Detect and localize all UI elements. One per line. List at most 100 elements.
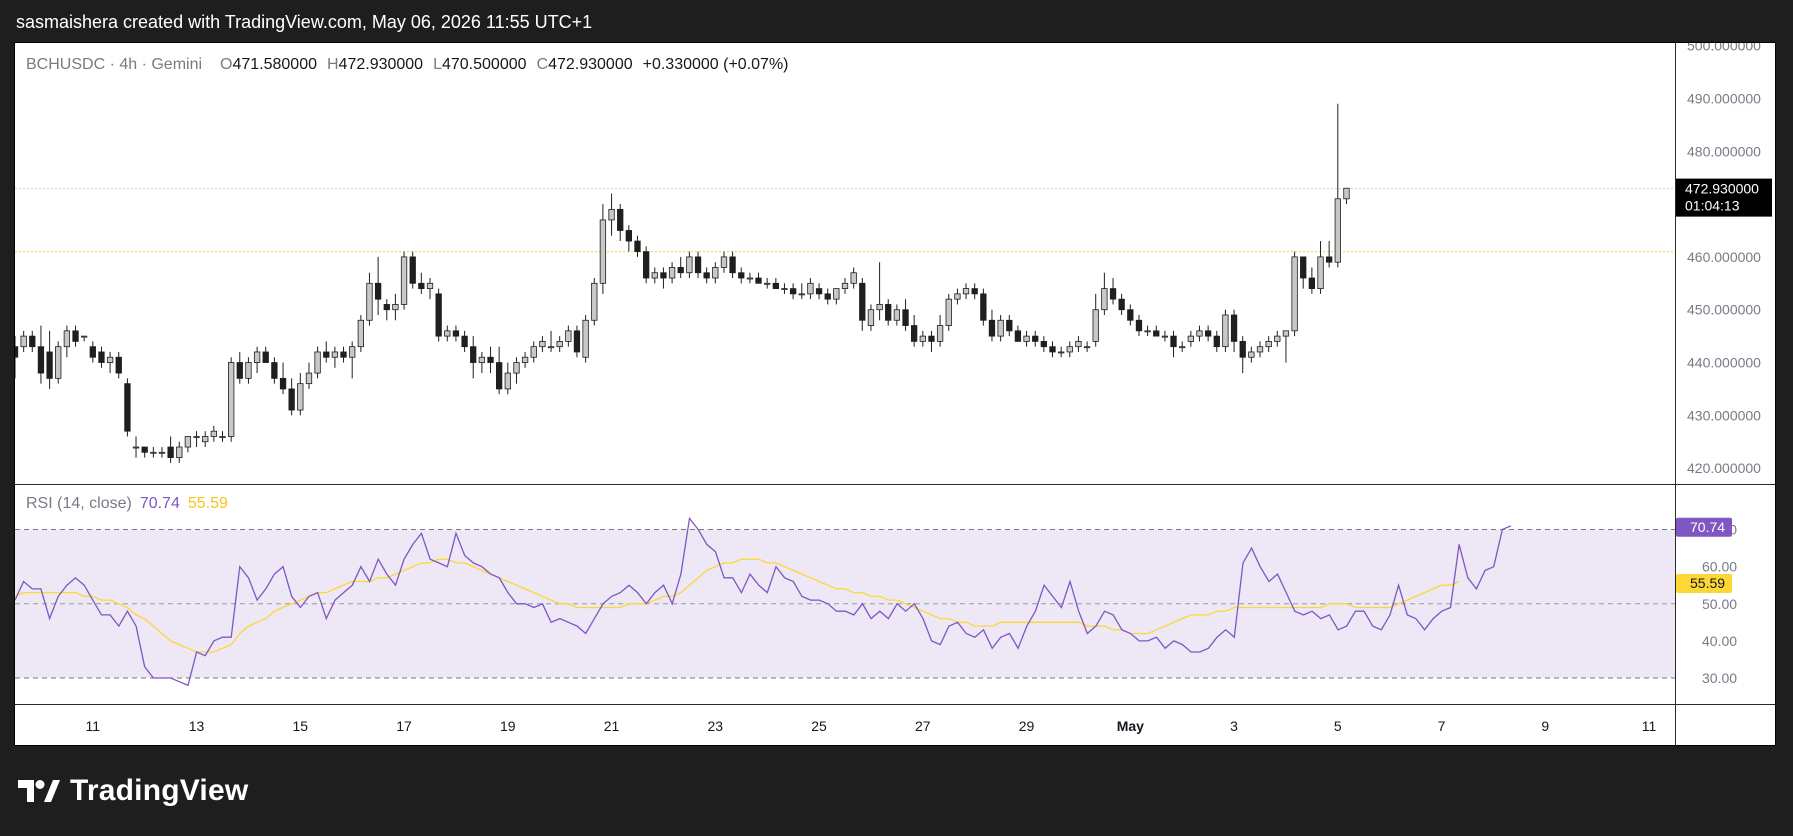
candle-body [945, 298, 952, 326]
candle-body [1179, 346, 1186, 349]
candle [141, 446, 148, 458]
candle-body [409, 256, 416, 284]
change-value: +0.330000 (+0.07%) [643, 56, 789, 73]
tradingview-logo[interactable]: TradingView [18, 774, 248, 808]
rsi-tag-value: 70.74 [1690, 519, 1725, 535]
candle-body [1083, 346, 1091, 349]
candle-body [625, 230, 632, 242]
candle [504, 362, 511, 395]
candle [660, 267, 667, 289]
candle [1204, 325, 1212, 342]
candle-body [29, 335, 36, 348]
candle-body [279, 377, 287, 390]
price-scale[interactable] [1676, 43, 1775, 704]
candle [279, 362, 287, 395]
rsi-legend-value: 70.74 [140, 495, 180, 512]
candle-body [11, 346, 19, 358]
candle-body [1248, 351, 1255, 358]
candle [893, 304, 901, 326]
candle [591, 278, 598, 326]
candle [150, 447, 157, 458]
candle [1334, 103, 1341, 268]
candle [210, 425, 217, 442]
candle [1274, 330, 1281, 347]
time-tick-label: 5 [1334, 718, 1342, 734]
candle [841, 278, 849, 294]
candle [1222, 309, 1229, 352]
open-label: O [220, 56, 232, 73]
candle [478, 351, 486, 374]
chart-panel[interactable]: 500.000000490.000000480.000000470.000000… [11, 38, 1776, 746]
candle-body [176, 446, 183, 458]
price-tick-label: 480.000000 [1687, 143, 1761, 159]
candle-body [764, 282, 771, 285]
candle [1075, 336, 1082, 352]
candle [323, 341, 330, 363]
candle [1101, 272, 1108, 315]
candle-body [1118, 298, 1125, 311]
price-pane[interactable] [15, 43, 1675, 484]
candle-body [426, 282, 434, 289]
time-tick-label: 17 [396, 718, 412, 734]
candle [1325, 241, 1333, 268]
candle [1014, 325, 1022, 342]
candle [582, 314, 589, 363]
candle [253, 346, 261, 374]
candle [1282, 330, 1290, 363]
price-chart-svg[interactable]: 500.000000490.000000480.000000470.000000… [11, 38, 1775, 745]
candle [1308, 267, 1316, 294]
candle [1006, 314, 1013, 337]
candle [729, 251, 736, 279]
candle-body [236, 362, 243, 379]
candle-body [746, 277, 754, 280]
candle-body [1274, 335, 1281, 342]
high-value: 472.930000 [339, 56, 424, 73]
candle-body [885, 304, 892, 321]
candle [738, 267, 745, 284]
candle [1265, 336, 1272, 352]
time-tick-label: 3 [1230, 718, 1238, 734]
candle-body [634, 240, 641, 253]
candle [271, 357, 278, 384]
candle [1239, 336, 1246, 374]
candle-body [867, 309, 875, 326]
time-tick-label: 27 [915, 718, 931, 734]
candle-body [686, 256, 693, 274]
candle [167, 436, 174, 463]
candle-body [677, 267, 684, 274]
candle [625, 225, 632, 252]
ohlc-legend: O471.580000 H472.930000 L470.500000 C472.93… [220, 56, 789, 73]
candle [461, 330, 468, 352]
candle-body [643, 251, 650, 279]
tradingview-logo-icon [18, 780, 60, 802]
candle [703, 267, 710, 284]
candle [1300, 256, 1307, 289]
price-tick-label: 420.000000 [1687, 460, 1761, 476]
candle [487, 346, 494, 374]
candle [556, 336, 563, 352]
candle-body [141, 446, 148, 453]
candle-body [980, 293, 987, 321]
candle-body [314, 351, 321, 374]
candle [720, 251, 728, 273]
candle [859, 278, 866, 331]
candle [1083, 341, 1091, 352]
rsi-ma-tag-value: 55.59 [1690, 575, 1725, 591]
candle-body [1222, 314, 1229, 348]
candle-body [323, 351, 330, 358]
candle-body [962, 288, 970, 295]
candle [452, 325, 460, 342]
candle-body [245, 362, 252, 379]
author-caption: sasmaishera created with TradingView.com… [16, 12, 593, 32]
candle-body [582, 319, 589, 358]
candle [772, 278, 780, 289]
candle-body [20, 335, 27, 348]
candle [435, 288, 442, 342]
candle [1187, 330, 1195, 347]
candle [106, 351, 114, 374]
candle-body [1213, 335, 1220, 348]
candle [1213, 330, 1220, 352]
price-tick-label: 430.000000 [1687, 407, 1761, 423]
candle [314, 346, 321, 379]
candle [89, 341, 96, 363]
